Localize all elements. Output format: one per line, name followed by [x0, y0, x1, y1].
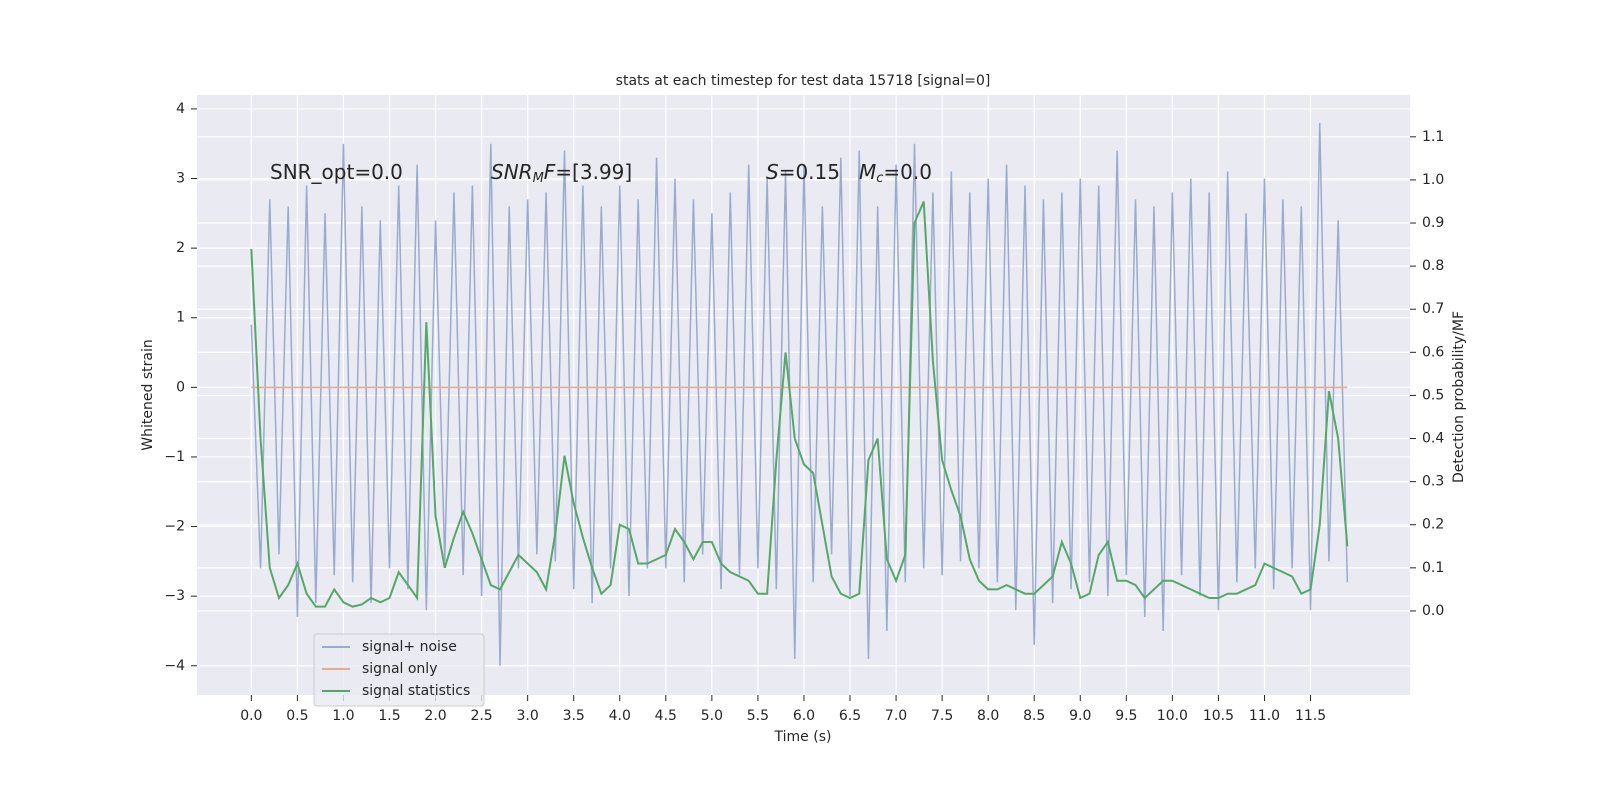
y2-tick-label: 0.9 — [1422, 215, 1444, 231]
annotation: SNR_opt=0.0 — [270, 160, 403, 184]
x-tick-label: 6.5 — [839, 708, 861, 724]
y2-tick-label: 1.1 — [1422, 129, 1444, 145]
x-tick-label: 4.0 — [609, 708, 631, 724]
annotation-part: =[3.99] — [555, 160, 632, 184]
x-tick-label: 3.0 — [517, 708, 539, 724]
y2-tick-label: 0.7 — [1422, 301, 1444, 317]
x-tick-label: 5.5 — [747, 708, 769, 724]
x-tick-label: 11.0 — [1249, 708, 1280, 724]
x-tick-label: 1.0 — [332, 708, 354, 724]
legend-label: signal+ noise — [362, 639, 457, 655]
y2-tick-label: 0.0 — [1422, 603, 1444, 619]
annotation-part: F — [544, 160, 556, 184]
y-tick-label: 2 — [176, 240, 185, 256]
y-tick-label: 3 — [176, 171, 185, 187]
x-tick-label: 5.0 — [701, 708, 723, 724]
x-tick-label: 8.5 — [1023, 708, 1045, 724]
x-tick-label: 0.0 — [240, 708, 262, 724]
x-tick-label: 1.5 — [378, 708, 400, 724]
y-tick-label: −2 — [164, 519, 185, 535]
y2-axis-label: Detection probability/MF — [1451, 311, 1467, 483]
y2-tick-label: 0.4 — [1422, 431, 1444, 447]
y2-tick-label: 0.6 — [1422, 344, 1444, 360]
annotation-part: SNR_opt=0.0 — [270, 160, 403, 184]
y-tick-label: −3 — [164, 588, 185, 604]
x-axis-label: Time (s) — [774, 729, 832, 745]
x-tick-label: 7.5 — [931, 708, 953, 724]
y2-tick-label: 1.0 — [1422, 172, 1444, 188]
x-tick-label: 0.5 — [286, 708, 308, 724]
annotation: Mc=0.0 — [859, 160, 932, 186]
annotation: S=0.15 — [766, 160, 840, 184]
y-tick-label: 1 — [176, 310, 185, 326]
y2-tick-label: 0.3 — [1422, 474, 1444, 490]
y2-tick-label: 0.8 — [1422, 258, 1444, 274]
annotation-part: M — [859, 160, 876, 184]
x-tick-label: 2.5 — [470, 708, 492, 724]
y2-tick-label: 0.1 — [1422, 560, 1444, 576]
x-tick-label: 2.0 — [424, 708, 446, 724]
y-tick-label: −1 — [164, 449, 185, 465]
legend-label: signal only — [362, 661, 437, 677]
y-tick-label: 4 — [176, 101, 185, 117]
y-tick-label: −4 — [164, 658, 185, 674]
annotation-part: c — [876, 171, 883, 186]
annotation: SNRMF=[3.99] — [491, 160, 632, 186]
x-tick-label: 6.0 — [793, 708, 815, 724]
series-line — [250, 201, 1349, 608]
y-tick-label: 0 — [176, 379, 185, 395]
legend-label: signal statistics — [362, 683, 470, 699]
chart-title: stats at each timestep for test data 157… — [616, 73, 991, 89]
x-tick-label: 10.5 — [1203, 708, 1234, 724]
y2-tick-label: 0.5 — [1422, 387, 1444, 403]
x-tick-label: 8.0 — [977, 708, 999, 724]
annotation-part: S — [766, 160, 779, 184]
x-tick-label: 10.0 — [1157, 708, 1188, 724]
annotation-part: M — [533, 171, 544, 186]
x-tick-label: 9.0 — [1069, 708, 1091, 724]
annotation-part: SNR — [491, 160, 533, 184]
annotation-part: =0.15 — [779, 160, 840, 184]
legend-frame — [313, 633, 485, 707]
annotation-part: =0.0 — [883, 160, 932, 184]
y2-tick-label: 0.2 — [1422, 517, 1444, 533]
x-tick-label: 11.5 — [1295, 708, 1326, 724]
x-tick-label: 9.5 — [1115, 708, 1137, 724]
series-line — [250, 122, 1349, 666]
y-axis-label: Whitened strain — [140, 339, 156, 450]
x-tick-label: 7.0 — [885, 708, 907, 724]
x-tick-label: 3.5 — [563, 708, 585, 724]
x-tick-label: 4.5 — [655, 708, 677, 724]
